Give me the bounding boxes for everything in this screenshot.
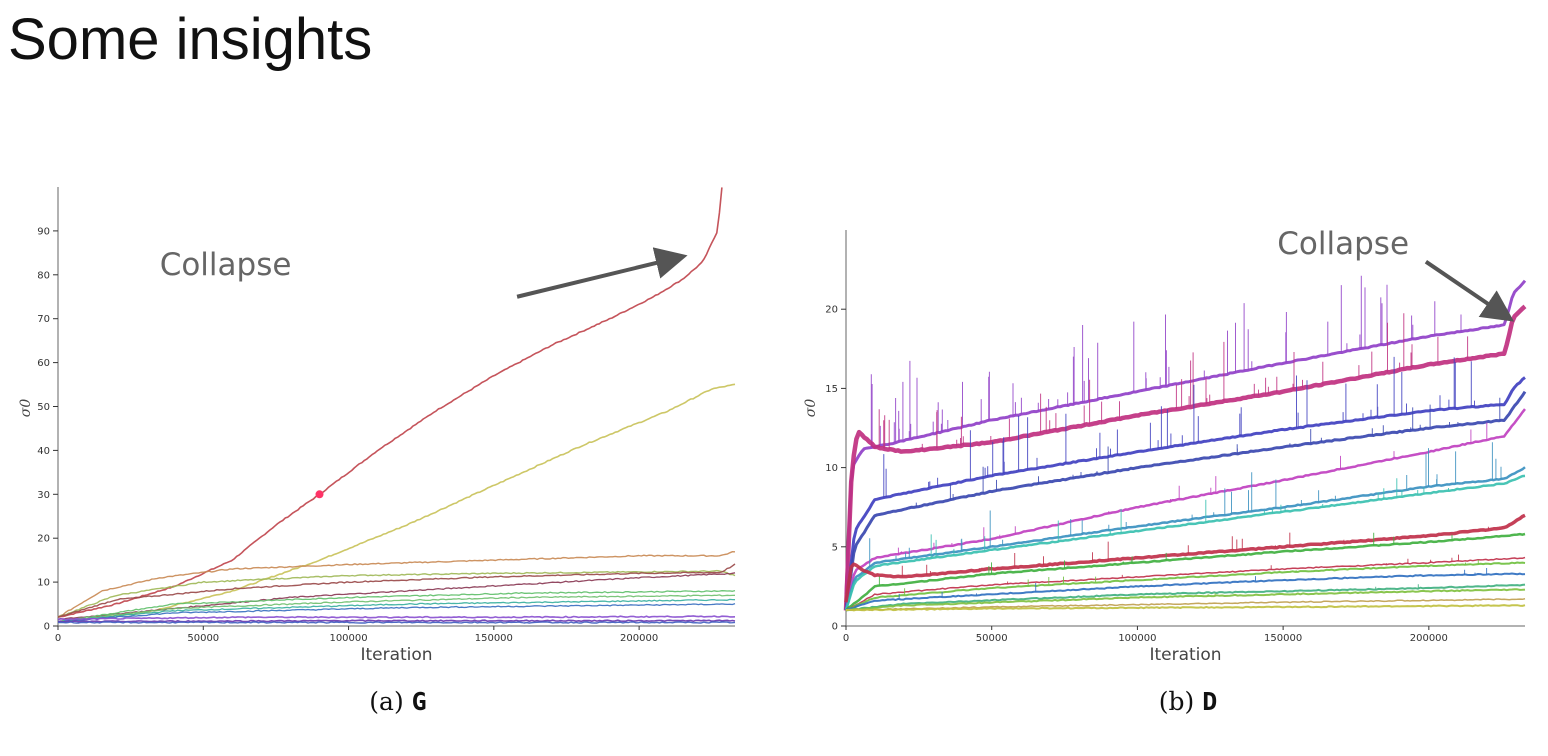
y-tick-label: 40 bbox=[37, 446, 50, 457]
series-line-4 bbox=[844, 390, 1527, 611]
y-tick-label: 60 bbox=[37, 358, 50, 369]
series-spikes-2 bbox=[878, 313, 1469, 450]
series-line-2 bbox=[57, 383, 736, 623]
y-tick-label: 20 bbox=[37, 534, 50, 545]
series-line-14 bbox=[845, 588, 1526, 612]
x-tick-label: 0 bbox=[843, 633, 849, 644]
x-axis-label: Iteration bbox=[1149, 645, 1221, 665]
series-spikes-9 bbox=[878, 532, 1453, 586]
y-tick-label: 50 bbox=[37, 402, 50, 413]
y-tick-label: 30 bbox=[37, 490, 50, 501]
series-line-12 bbox=[57, 619, 736, 623]
x-tick-label: 100000 bbox=[1118, 633, 1156, 644]
series-line-16 bbox=[846, 604, 1526, 612]
y-tick-label: 5 bbox=[832, 542, 838, 553]
series-spikes-8 bbox=[901, 526, 1489, 577]
y-tick-label: 80 bbox=[37, 270, 50, 281]
highlight-point bbox=[315, 490, 324, 499]
series-line-5 bbox=[57, 563, 736, 618]
series-line-7 bbox=[844, 474, 1526, 611]
y-axis-label: σ0 bbox=[18, 399, 34, 418]
series-spikes-11 bbox=[904, 559, 1479, 596]
series-line-8 bbox=[844, 513, 1526, 603]
series-line-5 bbox=[844, 408, 1526, 610]
series-spikes-14 bbox=[1175, 590, 1428, 597]
chart-panel-d: 0 5 10 15 20 0 50000 100000 150000 200000 Iteratio… bbox=[803, 226, 1527, 716]
x-tick-label: 200000 bbox=[620, 633, 658, 644]
collapse-annotation: Collapse bbox=[160, 247, 292, 283]
series-spikes-6 bbox=[869, 442, 1502, 567]
y-tick-label: 90 bbox=[37, 226, 50, 237]
x-tick-label: 200000 bbox=[1410, 633, 1448, 644]
y-tick-label: 0 bbox=[832, 622, 838, 633]
series-line-7 bbox=[57, 589, 736, 622]
panel-caption: (b) D bbox=[1159, 687, 1218, 716]
chart-panel-g: 0 10 20 30 40 50 60 70 80 90 0 50000 100000 150000 200… bbox=[18, 187, 736, 716]
series-spikes-13 bbox=[871, 584, 1419, 608]
series-line-13 bbox=[846, 583, 1526, 612]
page-title: Some insights bbox=[8, 7, 373, 72]
series-line-11 bbox=[57, 615, 736, 621]
series-spikes-4 bbox=[915, 397, 1501, 507]
collapse-arrow bbox=[1424, 260, 1515, 322]
x-tick-label: 50000 bbox=[187, 633, 219, 644]
x-tick-label: 0 bbox=[55, 633, 61, 644]
series-spikes-10 bbox=[1007, 554, 1459, 584]
series-spikes-1 bbox=[870, 275, 1462, 448]
y-tick-label: 10 bbox=[37, 578, 50, 589]
series-spikes-12 bbox=[898, 568, 1488, 600]
series-line-2 bbox=[843, 304, 1527, 611]
series-line-10 bbox=[845, 556, 1526, 611]
series-line-9 bbox=[57, 598, 736, 623]
y-tick-label: 20 bbox=[825, 305, 838, 316]
series-spikes-5 bbox=[897, 422, 1488, 555]
series-line-3 bbox=[844, 376, 1526, 611]
collapse-annotation: Collapse bbox=[1277, 226, 1409, 262]
series-line-1 bbox=[57, 187, 723, 618]
x-tick-label: 100000 bbox=[329, 633, 367, 644]
y-tick-label: 0 bbox=[44, 622, 50, 633]
series-spikes-3 bbox=[883, 356, 1475, 498]
x-tick-label: 150000 bbox=[1264, 633, 1302, 644]
series-spikes-7 bbox=[930, 478, 1449, 559]
series-line-4 bbox=[57, 569, 736, 618]
series-line-12 bbox=[845, 572, 1526, 611]
series-line-8 bbox=[57, 594, 736, 623]
panel-caption: (a) G bbox=[369, 687, 426, 716]
y-tick-label: 15 bbox=[825, 384, 838, 395]
series-line-9 bbox=[845, 532, 1526, 612]
y-axis-label: σ0 bbox=[803, 399, 819, 418]
y-tick-label: 70 bbox=[37, 314, 50, 325]
y-tick-label: 10 bbox=[825, 463, 838, 474]
series-line-11 bbox=[845, 561, 1526, 611]
series-line-6 bbox=[844, 466, 1526, 611]
x-tick-label: 150000 bbox=[475, 633, 513, 644]
x-axis-label: Iteration bbox=[360, 645, 432, 665]
series-line-10 bbox=[57, 602, 736, 623]
x-tick-label: 50000 bbox=[976, 633, 1008, 644]
collapse-arrow bbox=[516, 247, 688, 299]
series-line-3 bbox=[57, 551, 736, 618]
series-line-13 bbox=[57, 621, 736, 624]
